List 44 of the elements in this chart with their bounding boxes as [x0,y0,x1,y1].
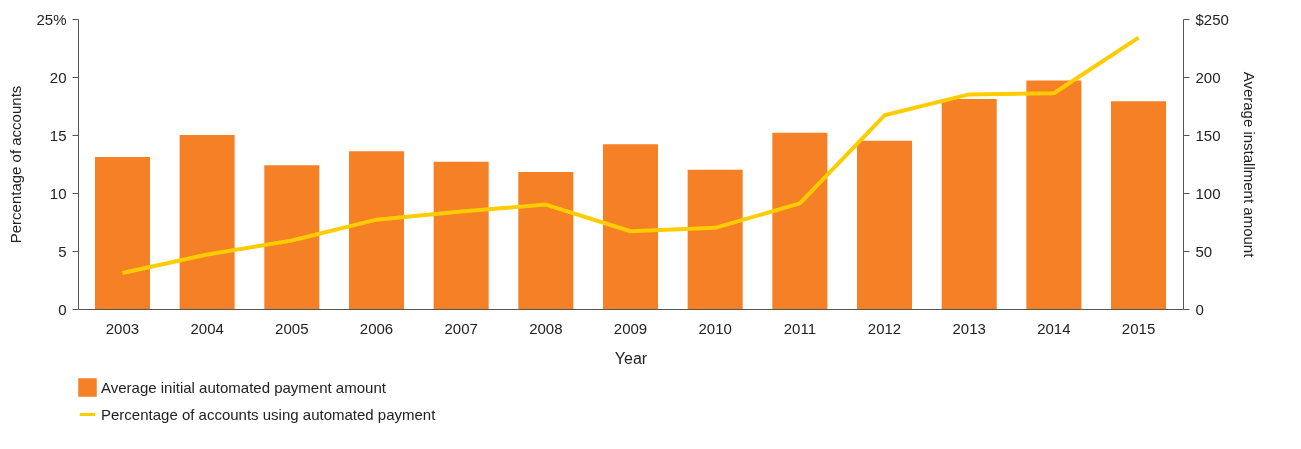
y-tick-label: 0 [58,300,67,318]
y2-tick-label: 50 [1195,242,1213,260]
line-series [120,35,1141,276]
x-tick-label: 2004 [190,319,224,337]
y2-tick-label: $250 [1195,10,1229,28]
x-tick-label: 2005 [275,319,309,337]
bar [1026,80,1082,309]
y-tick-label: 20 [49,68,67,86]
bar [602,144,659,309]
bar [857,140,913,309]
y-tick-label: 5 [58,242,67,260]
x-tick-label: 2007 [444,319,478,337]
y-tick-label: 25% [36,10,67,28]
y-axis-title: Percentage of accounts [7,85,25,244]
y-tick-label: 10 [49,184,67,202]
x-tick-label: 2014 [1037,319,1071,337]
x-axis-title: Year [614,349,648,367]
x-tick-label: 2011 [783,319,816,337]
x-tick-label: 2006 [359,319,394,337]
y2-axis-title: Average installment amount [1240,71,1258,259]
y2-tick-label: 100 [1195,184,1221,202]
bar [179,135,235,309]
bar [1111,101,1167,309]
y2-tick-label: 200 [1195,68,1221,86]
x-tick-label: 2008 [529,319,563,337]
x-tick-label: 2015 [1121,319,1156,337]
y2-tick-label: 150 [1195,126,1221,144]
bar [94,157,150,309]
bar [687,169,743,309]
x-tick-label: 2013 [952,319,986,337]
bar [518,172,574,309]
bar [433,161,489,309]
legend-label: Percentage of accounts using automated payment [101,405,437,423]
x-tick-label: 2009 [613,319,648,337]
legend-label: Average initial automated payment amount [101,378,387,396]
bar [348,151,404,309]
bar [941,99,997,309]
x-tick-label: 2010 [698,319,732,337]
x-tick-label: 2012 [867,319,902,337]
y-tick-label: 15 [49,126,67,144]
y2-tick-label: 0 [1195,300,1204,318]
bar [264,165,320,309]
bar [772,132,828,309]
x-tick-label: 2003 [105,319,140,337]
